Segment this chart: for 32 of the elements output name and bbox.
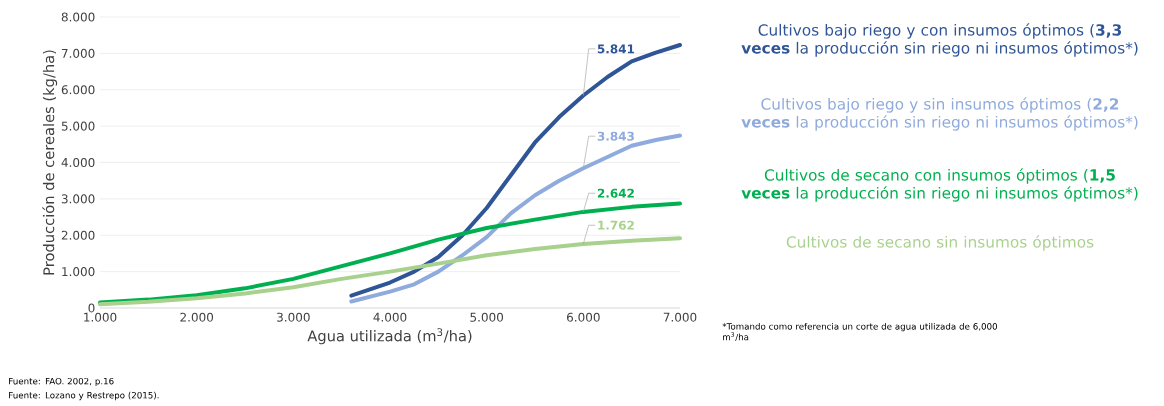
x-tick-label: 7.000 [663, 312, 697, 322]
y-tick-label: 2.000 [61, 230, 95, 240]
line-series [349, 43, 682, 298]
text: Cultivos de secano con insumos óptimos (1,5 veces la producción sin riego ni insumos óptimos*) [741, 168, 1138, 202]
y-tick-label: 6.000 [61, 85, 95, 95]
x-tick-label: 5.000 [470, 312, 504, 322]
y-tick-label: 3.000 [61, 194, 95, 204]
data-label: 2.642 [597, 188, 634, 198]
x-tick-label: 1.000 [84, 312, 117, 322]
text: Cultivos bajo riego y sin insumos óptimos (2,2 veces la producción sin riego ni insumos óptimos*) [741, 97, 1138, 131]
data-label: 1.762 [598, 220, 634, 230]
source-note: Fuente: Lozano y Restrepo (2015). [9, 391, 159, 401]
line-series [349, 133, 682, 304]
data-label: 3.843 [597, 131, 634, 141]
x-axis-title: Agua utilizada (m$^{3}$/ha) [307, 328, 472, 345]
x-tick-label: 6.000 [566, 312, 600, 322]
line-series [98, 236, 682, 307]
y-tick-label: 0 [88, 303, 95, 313]
source-note: Fuente: FAO. 2002, p.16 [9, 377, 114, 387]
text: *Tomando como referencia un corte de agua utilizada de 6,000 m$^{3}$/ha [722, 322, 998, 341]
x-tick-label: 2.000 [180, 312, 214, 322]
data-label: 5.841 [597, 44, 635, 54]
y-tick-label: 7.000 [61, 48, 95, 58]
text: Cultivos bajo riego y con insumos óptimos (3,3 veces la producción sin riego ni insumos óptimos*) [741, 23, 1138, 57]
x-tick-label: 4.000 [373, 312, 407, 322]
y-axis-title: Producción de cereales (kg/ha) [42, 50, 58, 275]
y-tick-label: 1.000 [62, 267, 95, 277]
y-tick-label: 5.000 [61, 121, 95, 131]
y-tick-label: 4.000 [61, 157, 95, 168]
y-tick-label: 8.000 [61, 12, 95, 22]
text: Cultivos de secano sin insumos óptimos [786, 235, 1094, 251]
x-tick-label: 3.000 [277, 312, 310, 322]
